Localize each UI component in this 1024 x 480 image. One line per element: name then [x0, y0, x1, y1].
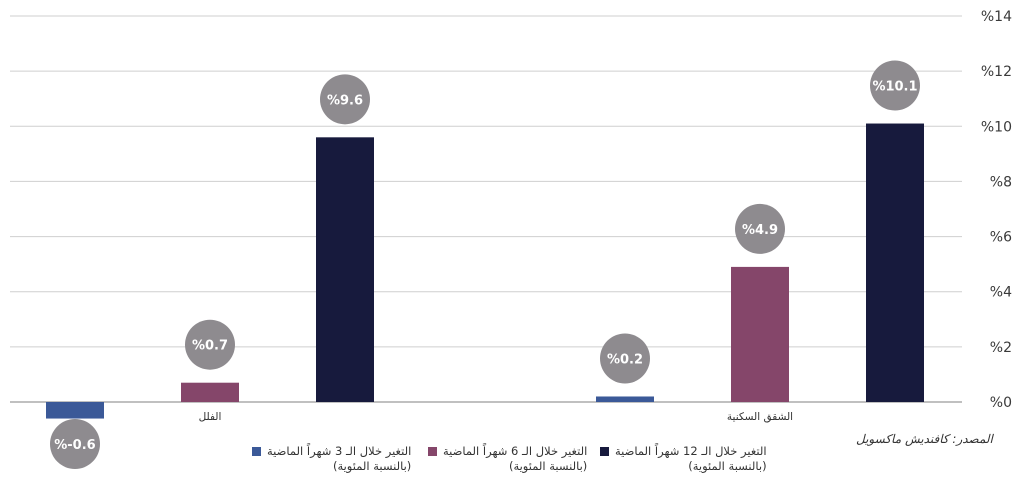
legend-label-unit: (بالنسبة المئوية)	[688, 459, 767, 473]
x-category-label: الشقق السكنية	[727, 411, 793, 423]
legend-swatch	[428, 447, 437, 456]
y-tick-label: %6	[990, 230, 1012, 246]
bar	[181, 382, 239, 402]
data-label: %9.6	[327, 93, 363, 108]
y-tick-label: %10	[981, 119, 1012, 135]
data-label: %0.2	[607, 352, 643, 367]
y-tick-label: %14	[981, 9, 1012, 25]
y-tick-label: %0	[990, 395, 1012, 411]
data-label-bubble	[735, 203, 785, 254]
legend-swatch	[252, 447, 261, 456]
legend-label-unit: (بالنسبة المئوية)	[332, 459, 412, 473]
x-category-label: الفلل	[199, 411, 222, 423]
data-label: %10.1	[872, 80, 917, 95]
y-tick-label: %2	[990, 340, 1012, 356]
legend-label: التغير خلال الـ 3 شهراً الماضية	[267, 444, 412, 458]
data-label: %-0.6	[54, 438, 95, 453]
bar	[596, 396, 654, 402]
legend-swatch	[600, 447, 609, 456]
data-label-bubble	[600, 333, 650, 384]
y-tick-label: %12	[981, 64, 1012, 80]
data-label: %4.9	[742, 223, 778, 238]
data-label-bubble	[320, 74, 370, 125]
legend-label-unit: (بالنسبة المئوية)	[508, 459, 588, 473]
bar	[316, 137, 374, 403]
y-tick-label: %4	[990, 285, 1012, 301]
source-note: المصدر: كافنديش ماكسويل	[856, 432, 993, 446]
data-label-bubble	[870, 60, 920, 111]
legend-item-3-months: التغير خلال الـ 3 شهراً الماضية (بالنسبة…	[252, 444, 411, 474]
data-label-bubble	[50, 419, 100, 469]
bar	[46, 402, 104, 419]
legend-label: التغير خلال الـ 6 شهراً الماضية	[443, 444, 588, 458]
bar	[866, 123, 924, 403]
bar	[731, 266, 789, 402]
legend-label: التغير خلال الـ 12 شهراً الماضية	[615, 444, 767, 458]
legend-item-6-months: التغير خلال الـ 6 شهراً الماضية (بالنسبة…	[428, 444, 587, 474]
data-label-bubble	[185, 319, 235, 370]
legend-item-12-months: التغير خلال الـ 12 شهراً الماضية (بالنسب…	[600, 444, 767, 474]
data-label: %0.7	[192, 339, 228, 354]
y-tick-label: %8	[990, 174, 1012, 190]
